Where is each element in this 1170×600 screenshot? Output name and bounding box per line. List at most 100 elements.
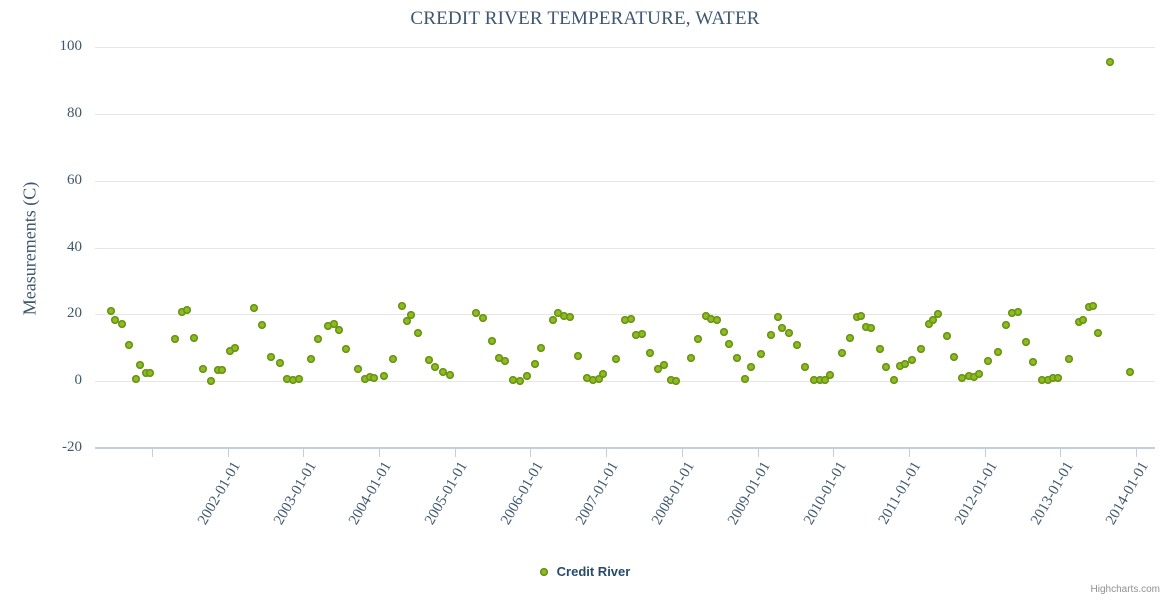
- scatter-point[interactable]: [218, 365, 227, 374]
- scatter-point[interactable]: [882, 362, 891, 371]
- scatter-point[interactable]: [206, 377, 215, 386]
- scatter-point[interactable]: [611, 355, 620, 364]
- scatter-point[interactable]: [131, 375, 140, 384]
- scatter-point[interactable]: [549, 316, 558, 325]
- scatter-point[interactable]: [500, 357, 509, 366]
- scatter-point[interactable]: [792, 341, 801, 350]
- scatter-point[interactable]: [439, 368, 448, 377]
- scatter-point[interactable]: [199, 364, 208, 373]
- scatter-point[interactable]: [741, 375, 750, 384]
- scatter-point[interactable]: [1126, 368, 1134, 377]
- scatter-point[interactable]: [560, 312, 569, 321]
- scatter-point[interactable]: [446, 370, 455, 379]
- scatter-point[interactable]: [407, 311, 416, 319]
- scatter-point[interactable]: [397, 301, 406, 310]
- scatter-point[interactable]: [1044, 375, 1053, 384]
- scatter-point[interactable]: [430, 363, 439, 372]
- scatter-point[interactable]: [957, 373, 966, 382]
- scatter-point[interactable]: [258, 321, 267, 330]
- scatter-point[interactable]: [712, 315, 721, 324]
- scatter-point[interactable]: [929, 315, 938, 324]
- scatter-point[interactable]: [767, 331, 776, 340]
- scatter-point[interactable]: [993, 347, 1002, 356]
- scatter-point[interactable]: [231, 344, 240, 353]
- scatter-point[interactable]: [353, 365, 362, 374]
- scatter-point[interactable]: [117, 320, 126, 329]
- scatter-point[interactable]: [784, 329, 793, 338]
- scatter-point[interactable]: [1001, 320, 1010, 329]
- scatter-point[interactable]: [942, 331, 951, 340]
- scatter-point[interactable]: [334, 326, 343, 335]
- scatter-point[interactable]: [213, 366, 222, 375]
- scatter-point[interactable]: [360, 375, 369, 384]
- scatter-point[interactable]: [145, 369, 154, 378]
- scatter-point[interactable]: [275, 359, 284, 368]
- scatter-point[interactable]: [341, 344, 350, 353]
- scatter-point[interactable]: [975, 370, 984, 379]
- scatter-point[interactable]: [295, 375, 304, 384]
- scatter-point[interactable]: [583, 374, 592, 383]
- scatter-point[interactable]: [984, 356, 993, 365]
- scatter-point[interactable]: [1106, 58, 1115, 67]
- scatter-point[interactable]: [632, 331, 641, 340]
- scatter-point[interactable]: [778, 323, 787, 332]
- scatter-point[interactable]: [574, 352, 583, 361]
- scatter-point[interactable]: [289, 376, 298, 385]
- scatter-point[interactable]: [1079, 315, 1088, 324]
- scatter-point[interactable]: [1054, 374, 1063, 383]
- scatter-point[interactable]: [536, 344, 545, 353]
- scatter-point[interactable]: [283, 375, 292, 384]
- scatter-point[interactable]: [494, 353, 503, 362]
- scatter-point[interactable]: [672, 376, 681, 385]
- scatter-point[interactable]: [702, 311, 710, 320]
- scatter-point[interactable]: [667, 376, 676, 385]
- scatter-point[interactable]: [907, 356, 916, 365]
- scatter-point[interactable]: [809, 376, 818, 385]
- scatter-point[interactable]: [306, 355, 315, 364]
- scatter-point[interactable]: [694, 335, 703, 344]
- scatter-point[interactable]: [225, 347, 234, 356]
- scatter-point[interactable]: [471, 308, 480, 317]
- scatter-point[interactable]: [402, 316, 411, 325]
- highcharts-credits[interactable]: Highcharts.com: [1090, 584, 1160, 595]
- scatter-point[interactable]: [627, 315, 636, 323]
- scatter-point[interactable]: [653, 364, 662, 373]
- scatter-point[interactable]: [1007, 308, 1016, 317]
- scatter-point[interactable]: [933, 309, 942, 318]
- scatter-point[interactable]: [837, 349, 846, 358]
- scatter-point[interactable]: [380, 372, 389, 381]
- scatter-point[interactable]: [125, 341, 134, 350]
- scatter-point[interactable]: [478, 313, 487, 322]
- scatter-point[interactable]: [1094, 329, 1103, 338]
- scatter-point[interactable]: [1065, 355, 1074, 364]
- scatter-point[interactable]: [1022, 338, 1031, 347]
- scatter-point[interactable]: [733, 353, 742, 362]
- scatter-point[interactable]: [801, 363, 810, 372]
- legend-item-credit-river[interactable]: Credit River: [539, 563, 630, 581]
- scatter-point[interactable]: [424, 355, 433, 364]
- scatter-point[interactable]: [565, 312, 574, 321]
- scatter-point[interactable]: [707, 314, 716, 323]
- scatter-point[interactable]: [182, 305, 191, 314]
- scatter-point[interactable]: [178, 307, 187, 316]
- scatter-point[interactable]: [720, 327, 729, 336]
- scatter-point[interactable]: [589, 375, 598, 384]
- scatter-point[interactable]: [170, 335, 179, 344]
- scatter-point[interactable]: [314, 335, 323, 344]
- scatter-point[interactable]: [924, 320, 933, 329]
- scatter-point[interactable]: [645, 348, 654, 357]
- scatter-point[interactable]: [826, 371, 835, 380]
- scatter-point[interactable]: [820, 376, 829, 385]
- scatter-point[interactable]: [637, 329, 646, 338]
- scatter-point[interactable]: [553, 308, 562, 317]
- scatter-point[interactable]: [111, 315, 120, 324]
- scatter-point[interactable]: [522, 371, 531, 380]
- scatter-point[interactable]: [901, 360, 910, 369]
- scatter-point[interactable]: [515, 377, 524, 386]
- scatter-point[interactable]: [876, 345, 885, 354]
- scatter-point[interactable]: [266, 353, 275, 362]
- scatter-point[interactable]: [857, 311, 866, 320]
- scatter-point[interactable]: [889, 376, 898, 385]
- scatter-point[interactable]: [917, 344, 926, 353]
- scatter-point[interactable]: [365, 373, 374, 382]
